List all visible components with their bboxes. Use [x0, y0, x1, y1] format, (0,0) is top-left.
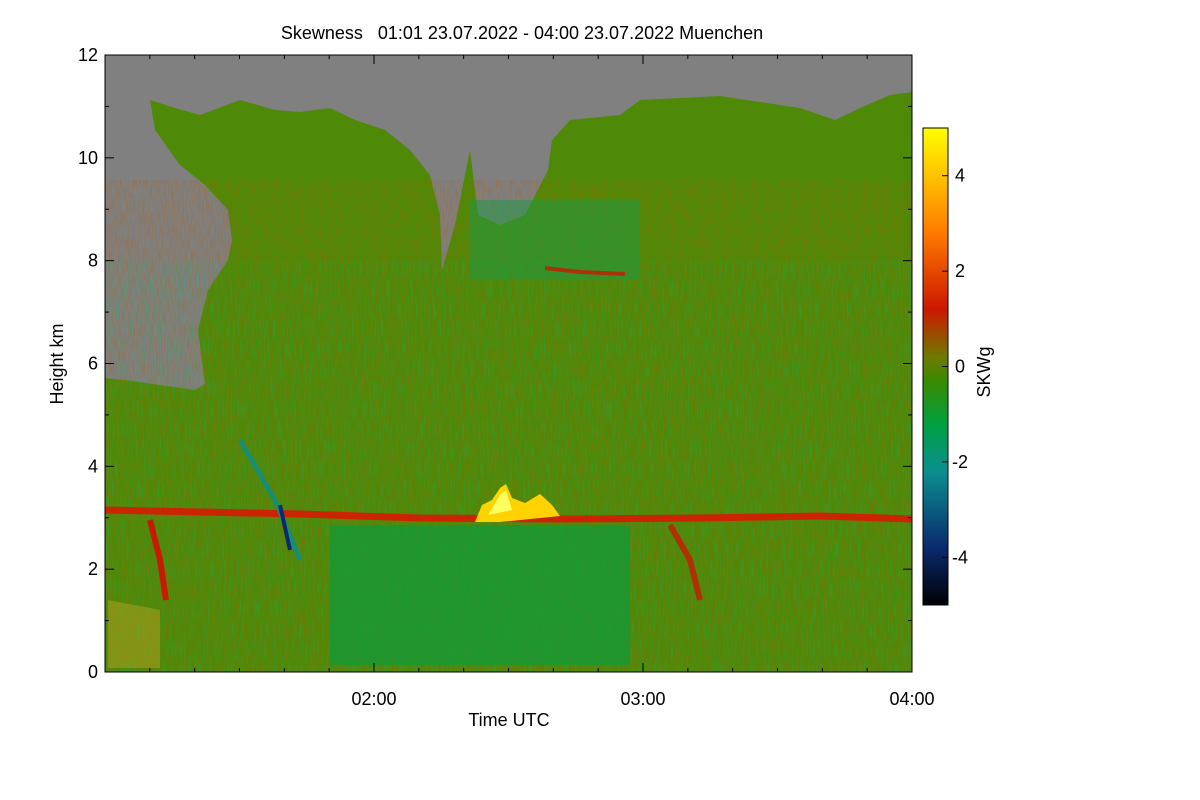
colorbar-tick-label: 4 [955, 166, 965, 186]
colorbar-label: SKWg [974, 346, 994, 397]
red-streak-mid [667, 523, 703, 601]
x-tick-label: 02:00 [351, 689, 396, 709]
upper-layer [544, 266, 626, 276]
y-tick-label: 10 [78, 148, 98, 168]
heatmap-field [105, 55, 912, 672]
x-axis-label: Time UTC [468, 710, 549, 730]
y-axis-label: Height km [47, 323, 67, 404]
colorbar-tick-label: -2 [952, 452, 968, 472]
y-tick-label: 8 [88, 251, 98, 271]
chart-title: Skewness 01:01 23.07.2022 - 04:00 23.07.… [281, 23, 763, 43]
y-tick-label: 6 [88, 354, 98, 374]
x-axis: 02:00 03:00 04:00 [149, 55, 935, 709]
cyan-streak-1 [237, 438, 303, 561]
colorbar-tick-label: -4 [952, 547, 968, 567]
lower-green-band [330, 525, 630, 665]
y-axis: 0 2 4 6 8 10 12 [78, 45, 912, 682]
dark-streak [278, 504, 292, 551]
colorbar-ticks: 4 2 0 -2 -4 [942, 166, 968, 567]
upper-green-band [470, 200, 640, 280]
y-tick-label: 2 [88, 559, 98, 579]
x-tick-label: 03:00 [620, 689, 665, 709]
plume-left [147, 519, 169, 601]
y-tick-label: 12 [78, 45, 98, 65]
noise-lower-left [108, 600, 160, 668]
colorbar-tick-label: 2 [955, 261, 965, 281]
aerosol-layer-top [105, 506, 912, 523]
x-tick-label: 04:00 [889, 689, 934, 709]
y-tick-label: 0 [88, 662, 98, 682]
y-tick-label: 4 [88, 456, 98, 476]
colorbar-tick-label: 0 [955, 357, 965, 377]
convective-plume-core [488, 490, 512, 515]
